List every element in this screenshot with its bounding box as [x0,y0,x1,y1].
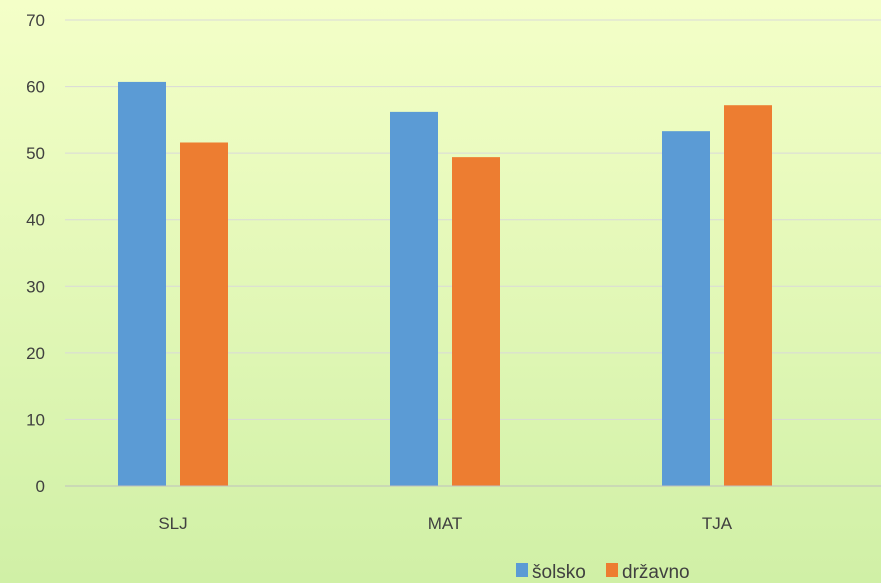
x-category-label: TJA [702,514,733,533]
legend-swatch [516,563,528,577]
y-tick-label: 70 [26,11,45,30]
y-axis-ticks: 0 10 20 30 40 50 60 70 [26,11,45,496]
legend-label: državno [622,562,690,583]
y-tick-label: 60 [26,78,45,97]
x-axis: SLJ MAT TJA [65,485,881,533]
legend: šolsko državno [516,562,690,583]
y-tick-label: 20 [26,344,45,363]
y-tick-label: 10 [26,410,45,429]
legend-swatch [606,563,618,577]
bar-tja-drzavno [724,105,772,486]
bars [118,81,772,487]
bar-slj-solsko [118,81,166,486]
legend-label: šolsko [532,562,586,583]
bar-mat-drzavno [452,157,500,486]
y-tick-label: 30 [26,277,45,296]
x-category-label: SLJ [158,514,187,533]
y-tick-label: 50 [26,144,45,163]
bar-tja-solsko [662,131,710,486]
y-tick-label: 0 [36,477,45,496]
x-category-label: MAT [428,514,463,533]
y-tick-label: 40 [26,211,45,230]
bar-mat-solsko [390,111,438,487]
bar-slj-drzavno [180,142,228,486]
